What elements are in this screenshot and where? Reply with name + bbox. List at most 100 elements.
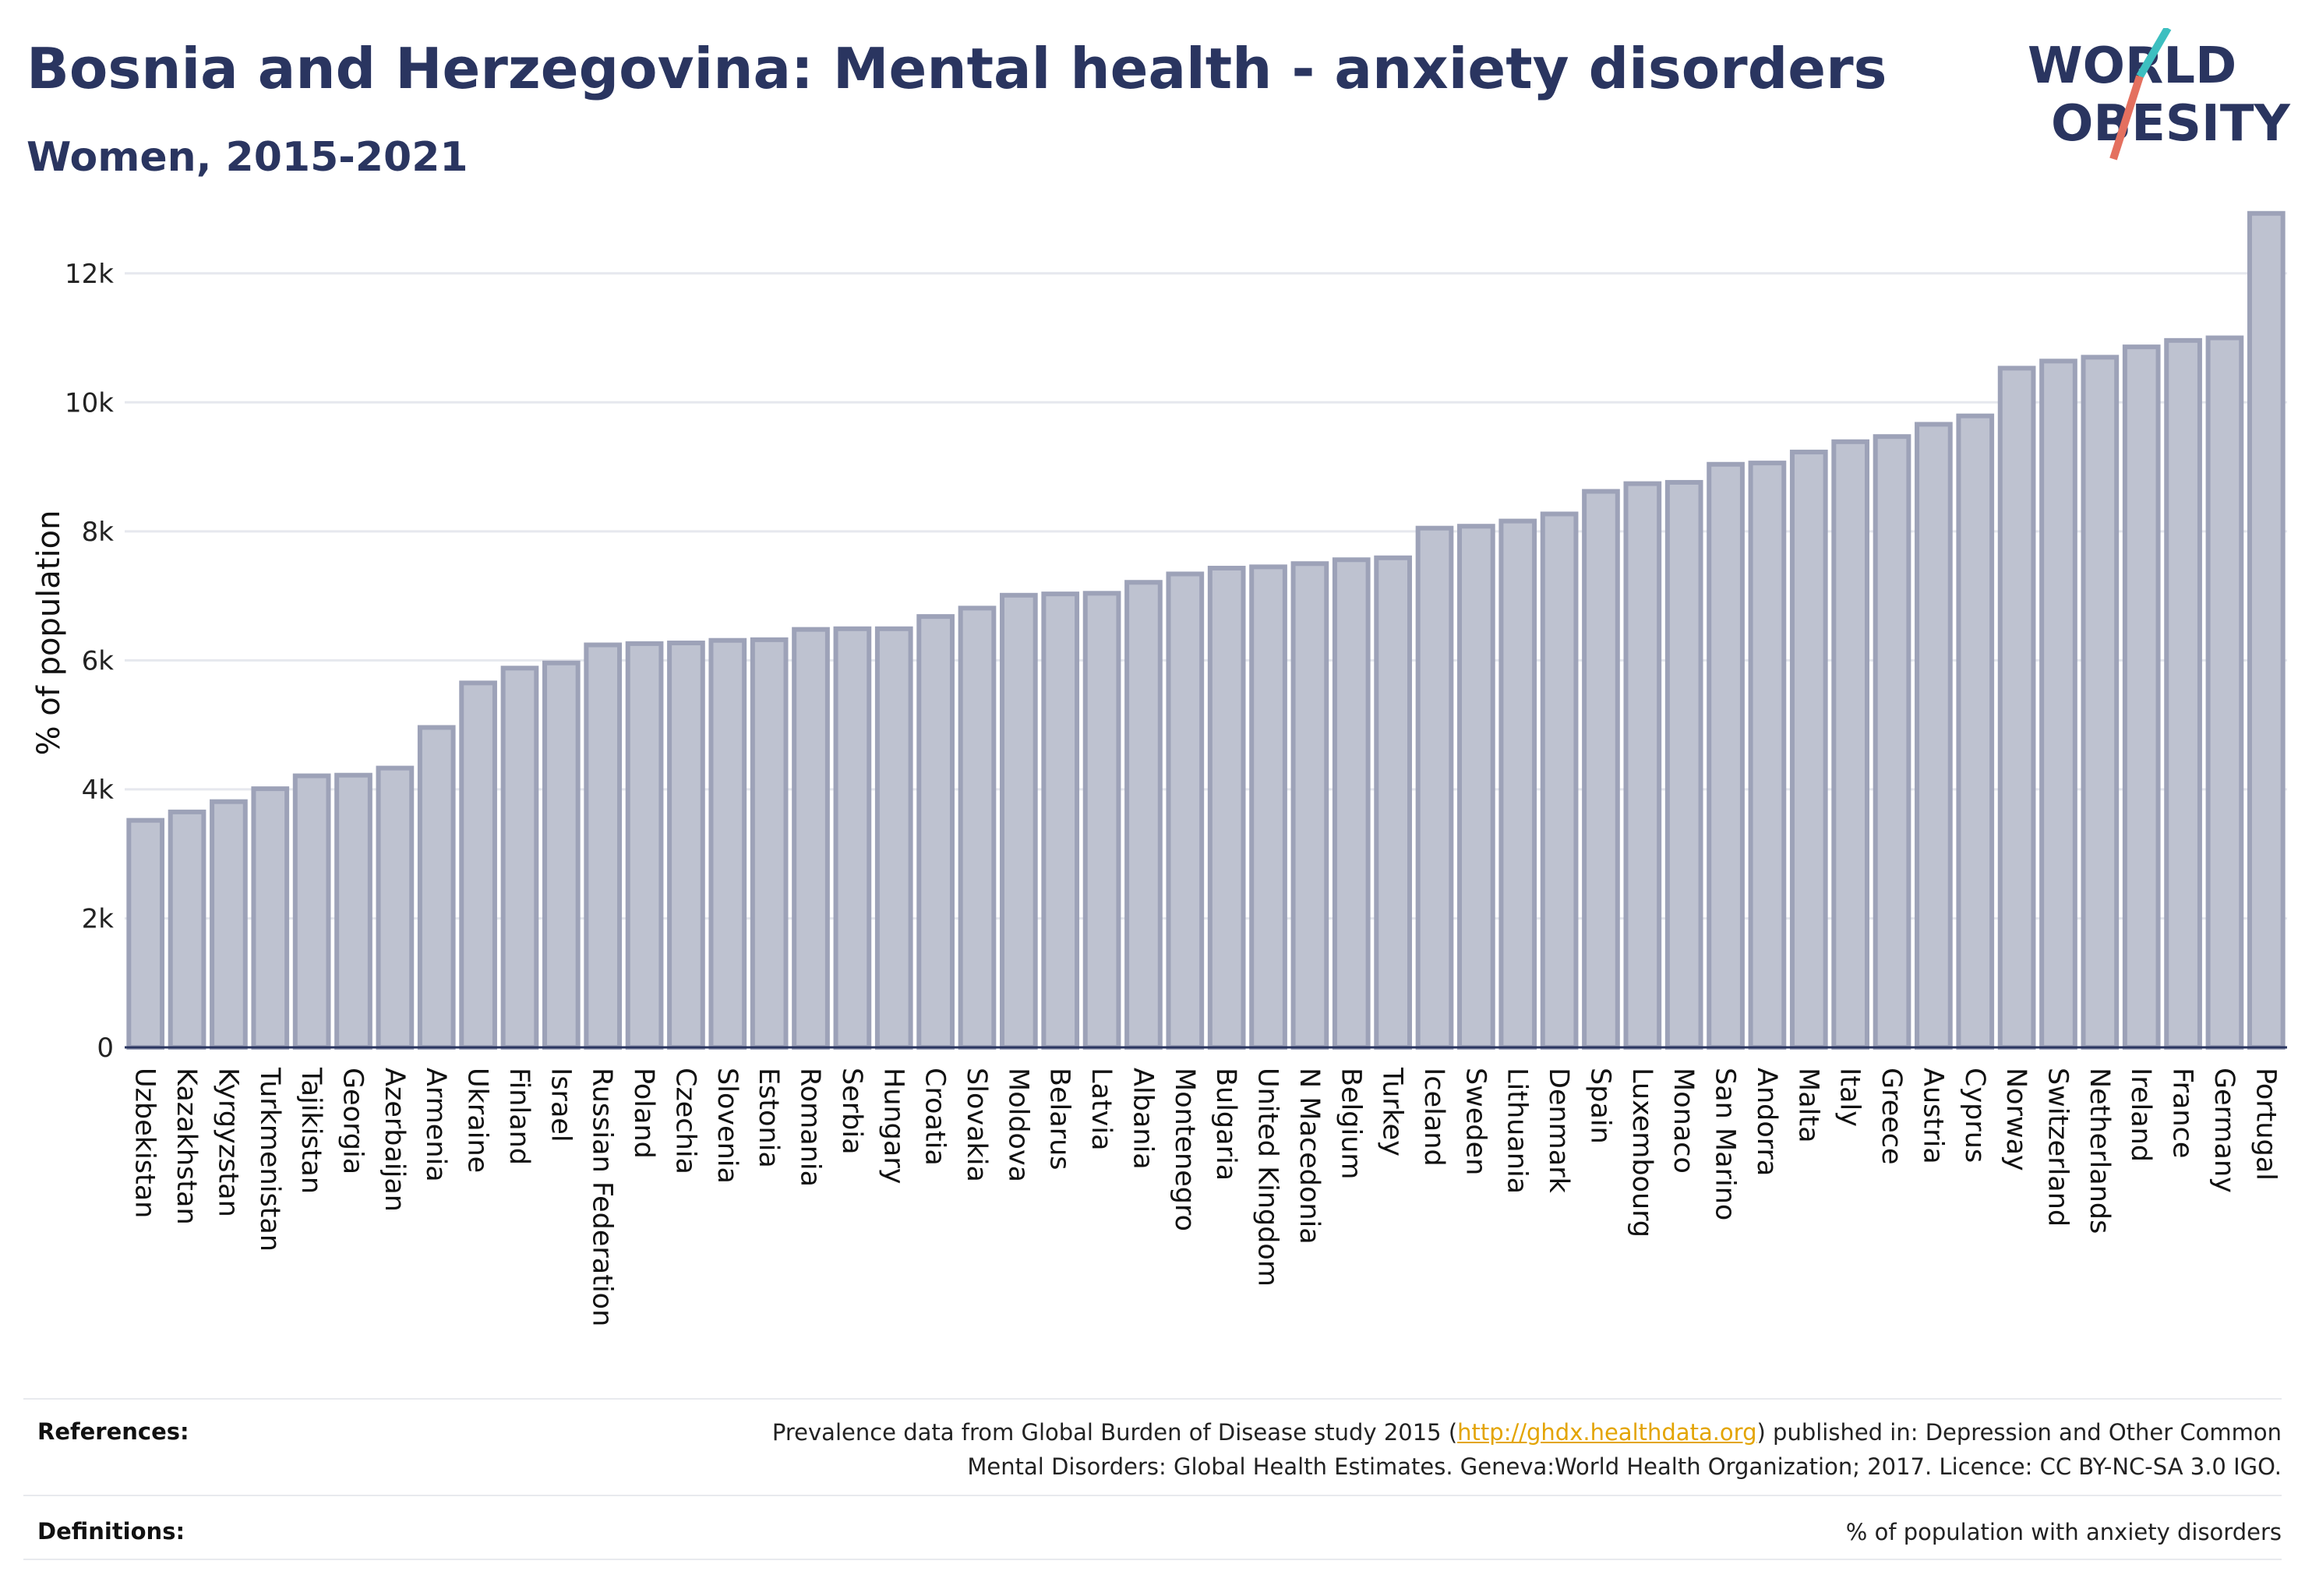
bar[interactable] — [1290, 561, 1329, 1050]
x-tick-label: Cyprus — [1959, 1068, 1990, 1163]
bar[interactable] — [584, 642, 623, 1050]
x-tick-label: Finland — [503, 1068, 535, 1165]
bar[interactable] — [542, 660, 581, 1050]
bar[interactable] — [1915, 422, 1953, 1050]
x-tick-label: Ireland — [2125, 1068, 2156, 1162]
bar[interactable] — [376, 765, 415, 1050]
bar[interactable] — [1540, 511, 1579, 1050]
bar[interactable] — [1166, 571, 1205, 1050]
x-tick-label: Estonia — [753, 1068, 784, 1168]
x-tick-label: Georgia — [337, 1068, 369, 1174]
bar[interactable] — [1664, 479, 1703, 1050]
bar[interactable] — [1956, 413, 1995, 1050]
bar[interactable] — [1374, 555, 1412, 1050]
x-tick-label: Malta — [1792, 1068, 1823, 1143]
bar[interactable] — [210, 799, 248, 1050]
x-tick-label: Luxembourg — [1626, 1068, 1657, 1238]
chart-title: Bosnia and Herzegovina: Mental health - … — [26, 36, 1887, 101]
bar[interactable] — [334, 772, 372, 1050]
x-tick-label: Hungary — [877, 1068, 909, 1184]
y-tick-label: 8k — [82, 517, 115, 548]
x-tick-label: Belgium — [1335, 1068, 1366, 1180]
x-tick-label: Greece — [1876, 1068, 1907, 1165]
x-tick-label: Serbia — [836, 1068, 867, 1155]
bar[interactable] — [1207, 566, 1246, 1050]
footer-divider-bottom — [23, 1559, 2282, 1560]
x-tick-label: Norway — [2000, 1068, 2031, 1171]
logo-slash-top — [2136, 28, 2172, 79]
x-tick-label: Moldova — [1002, 1068, 1033, 1182]
bar[interactable] — [1249, 564, 1287, 1050]
x-tick-label: Netherlands — [2084, 1068, 2115, 1234]
bar[interactable] — [708, 637, 747, 1050]
x-tick-label: Spain — [1584, 1068, 1615, 1144]
references-text-part1: Prevalence data from Global Burden of Di… — [771, 1419, 1458, 1446]
x-tick-label: Turkey — [1377, 1067, 1408, 1156]
bar[interactable] — [1623, 481, 1662, 1050]
x-tick-label: Andorra — [1751, 1068, 1782, 1176]
bar[interactable] — [2247, 210, 2286, 1050]
bar[interactable] — [1457, 524, 1495, 1050]
x-tick-label: Montenegro — [1169, 1068, 1200, 1231]
bar[interactable] — [1498, 518, 1537, 1050]
references-label: References: — [37, 1418, 189, 1445]
x-tick-label: Iceland — [1418, 1068, 1449, 1167]
x-tick-label: Slovakia — [961, 1068, 992, 1182]
x-tick-label: Italy — [1834, 1068, 1866, 1127]
x-tick-label: Belarus — [1044, 1068, 1075, 1171]
bar[interactable] — [459, 680, 497, 1050]
bar[interactable] — [750, 637, 789, 1050]
references-link[interactable]: http://ghdx.healthdata.org — [1457, 1419, 1757, 1446]
bar[interactable] — [874, 626, 913, 1050]
x-tick-label: Turkmenistan — [254, 1067, 285, 1252]
x-tick-label: Denmark — [1543, 1068, 1574, 1194]
bar[interactable] — [625, 641, 664, 1050]
bar[interactable] — [500, 666, 539, 1050]
bar[interactable] — [1332, 557, 1371, 1050]
y-tick-label: 6k — [82, 645, 115, 676]
bar[interactable] — [2122, 344, 2161, 1050]
bar[interactable] — [1707, 461, 1745, 1050]
bar[interactable] — [1000, 592, 1038, 1050]
bar[interactable] — [833, 626, 872, 1050]
bar[interactable] — [292, 773, 331, 1050]
bar[interactable] — [2205, 335, 2244, 1050]
y-tick-label: 12k — [65, 259, 114, 290]
bar[interactable] — [417, 725, 456, 1050]
definitions-label: Definitions: — [37, 1518, 185, 1545]
bar[interactable] — [958, 606, 997, 1050]
x-tick-label: Latvia — [1085, 1068, 1117, 1151]
bar[interactable] — [792, 627, 830, 1050]
x-tick-label: Slovenia — [711, 1068, 743, 1184]
bar[interactable] — [1415, 525, 1454, 1050]
bar[interactable] — [251, 786, 290, 1050]
definitions-text: % of population with anxiety disorders — [1845, 1519, 2282, 1545]
bar[interactable] — [168, 809, 206, 1050]
x-tick-label: Russian Federation — [587, 1068, 618, 1326]
bar[interactable] — [1082, 591, 1121, 1050]
x-tick-label: N Macedonia — [1294, 1068, 1325, 1245]
bar[interactable] — [2039, 358, 2077, 1050]
bar[interactable] — [667, 641, 705, 1050]
logo-slash-bottom — [2109, 75, 2144, 161]
x-tick-label: Monaco — [1668, 1068, 1699, 1174]
logo-line1: WORLD — [2028, 37, 2236, 95]
bar[interactable] — [126, 817, 165, 1050]
bar[interactable] — [2164, 337, 2202, 1050]
bar[interactable] — [1873, 434, 1911, 1050]
bar[interactable] — [1831, 439, 1870, 1050]
bar[interactable] — [1582, 489, 1620, 1050]
bar[interactable] — [2081, 355, 2120, 1050]
footer-divider-top — [23, 1398, 2282, 1400]
bar[interactable] — [1748, 461, 1787, 1050]
bar[interactable] — [1997, 365, 2036, 1050]
x-tick-label: Azerbaijan — [379, 1068, 410, 1212]
bar[interactable] — [1124, 580, 1163, 1050]
y-tick-label: 2k — [82, 903, 115, 934]
bar[interactable] — [1789, 450, 1828, 1050]
bar[interactable] — [1041, 591, 1080, 1050]
x-tick-label: Switzerland — [2042, 1068, 2073, 1227]
x-tick-label: Ukraine — [462, 1068, 493, 1173]
bar[interactable] — [916, 614, 955, 1050]
x-tick-label: Uzbekistan — [129, 1068, 161, 1218]
